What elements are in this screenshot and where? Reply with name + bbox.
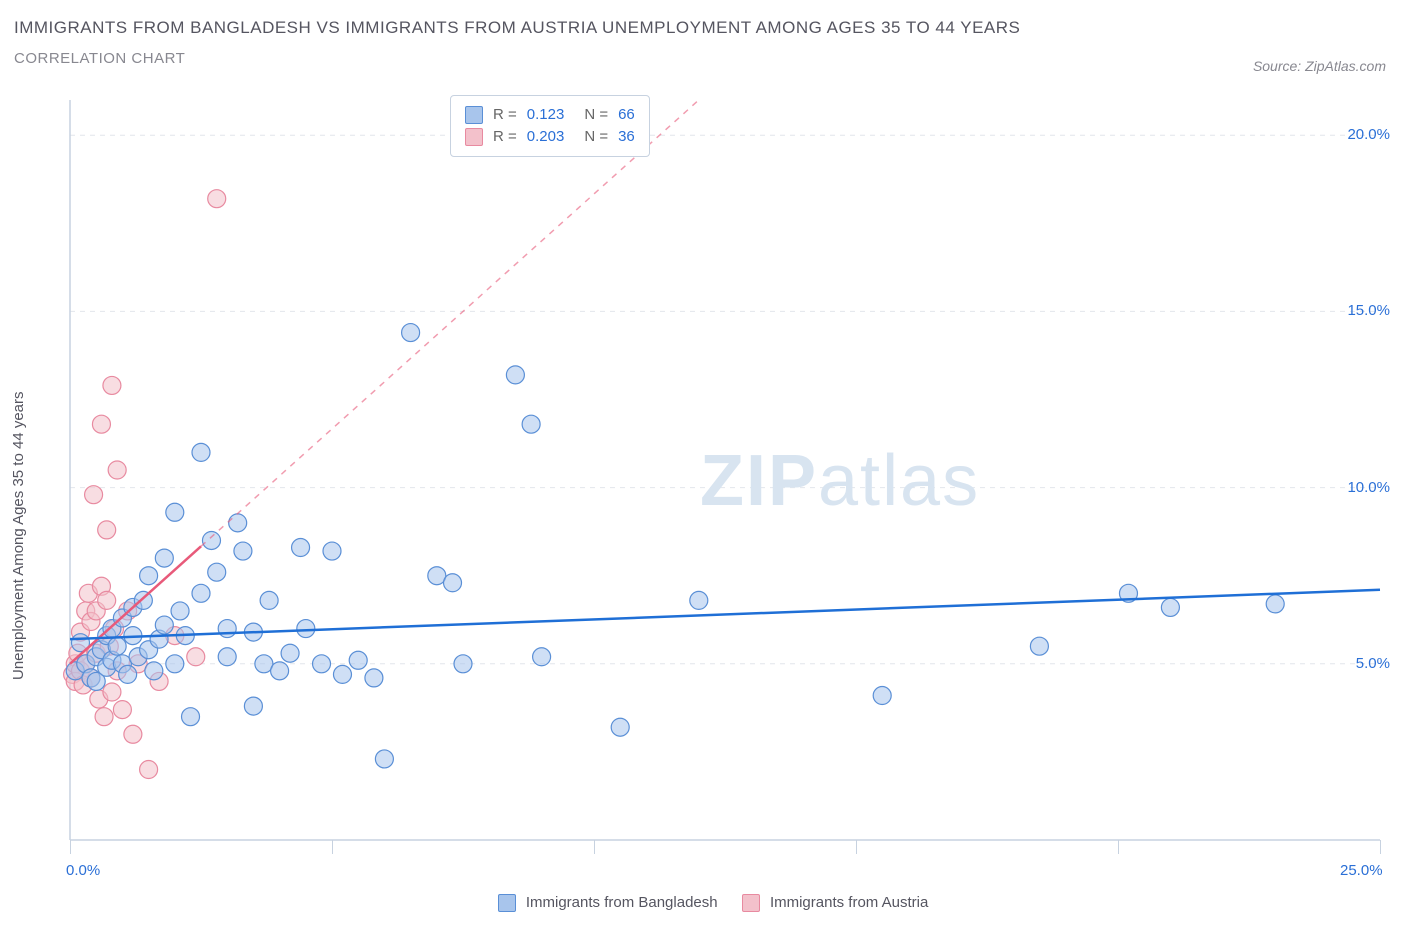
x-tick-label: 0.0% — [66, 862, 100, 879]
correlation-legend: R = 0.123 N = 66 R = 0.203 N = 36 — [450, 95, 650, 157]
x-tick-label: 25.0% — [1340, 862, 1383, 879]
chart-title: IMMIGRANTS FROM BANGLADESH VS IMMIGRANTS… — [14, 18, 1020, 38]
y-tick-label: 10.0% — [1347, 479, 1390, 496]
source-text: Source: ZipAtlas.com — [1253, 58, 1386, 74]
swatch-series2-bottom — [742, 894, 760, 912]
chart-subtitle: CORRELATION CHART — [14, 50, 1020, 67]
swatch-series1 — [465, 106, 483, 124]
swatch-series2 — [465, 128, 483, 146]
y-tick-label: 20.0% — [1347, 126, 1390, 143]
chart-plot-area — [50, 90, 1390, 860]
legend-label-1: Immigrants from Bangladesh — [526, 894, 718, 911]
y-axis-label: Unemployment Among Ages 35 to 44 years — [10, 391, 27, 680]
bottom-legend: Immigrants from Bangladesh Immigrants fr… — [0, 894, 1406, 912]
swatch-series1-bottom — [498, 894, 516, 912]
y-tick-label: 5.0% — [1356, 655, 1390, 672]
legend-label-2: Immigrants from Austria — [770, 894, 928, 911]
y-tick-label: 15.0% — [1347, 302, 1390, 319]
